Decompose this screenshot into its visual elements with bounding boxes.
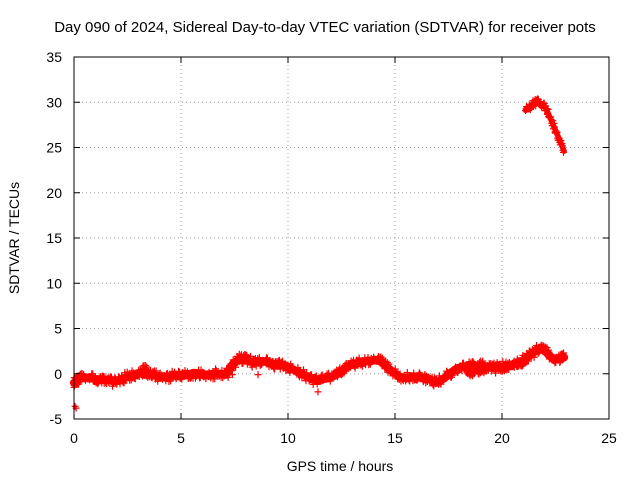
series-sdtvar	[69, 341, 569, 391]
series-sdtvar-late-segment	[522, 95, 568, 156]
y-tick-label: 30	[46, 94, 62, 110]
data-point	[71, 402, 79, 410]
data-series	[69, 95, 569, 412]
y-tick-label: 35	[46, 49, 62, 65]
y-tick-label: 25	[46, 140, 62, 156]
x-axis-label: GPS time / hours	[287, 458, 394, 474]
data-point	[314, 388, 322, 396]
data-point	[254, 371, 262, 379]
y-tick-label: 15	[46, 230, 62, 246]
y-tick-label: 0	[54, 366, 62, 382]
x-tick-label: 0	[70, 430, 78, 446]
data-point	[224, 373, 232, 381]
x-tick-label: 5	[177, 430, 185, 446]
y-tick-label: 5	[54, 321, 62, 337]
y-axis-label: SDTVAR / TECUs	[6, 182, 22, 294]
data-point	[228, 371, 236, 379]
data-point	[432, 380, 440, 388]
series-sdtvar-outliers	[71, 371, 440, 412]
x-tick-label: 20	[494, 430, 510, 446]
grid-lines	[74, 57, 609, 419]
axis-ticks: 0 5 10 15 20 25 -5 0 5 10 15 20 25 30 35	[46, 49, 617, 446]
chart-title: Day 090 of 2024, Sidereal Day-to-day VTE…	[54, 19, 596, 36]
y-tick-label: -5	[50, 411, 63, 427]
x-tick-label: 15	[387, 430, 403, 446]
y-tick-label: 10	[46, 275, 62, 291]
y-tick-label: 20	[46, 185, 62, 201]
series-sdtvar-night-segment	[464, 357, 529, 380]
x-tick-label: 10	[280, 430, 296, 446]
x-tick-label: 25	[601, 430, 617, 446]
